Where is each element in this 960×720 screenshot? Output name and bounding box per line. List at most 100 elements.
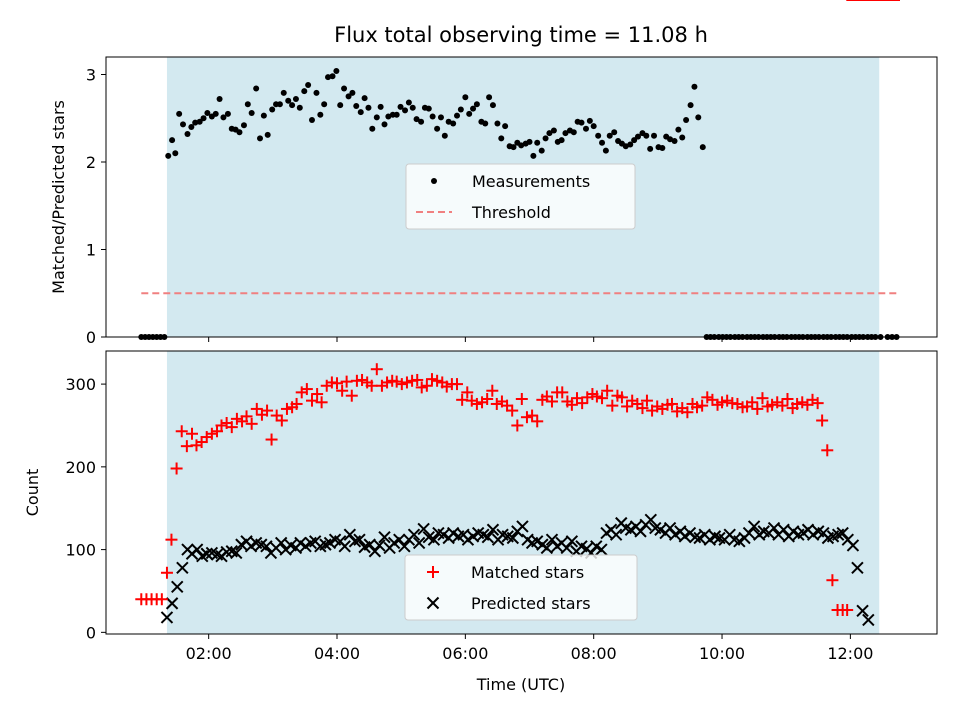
measurement-point	[301, 88, 308, 95]
counts-x-ticks: 02:00 04:00 06:00 08:00 10:00 12:00	[186, 634, 873, 663]
measurement-point	[337, 102, 344, 109]
ratio-x-ticks	[208, 337, 851, 342]
y-tick-label: 0	[86, 328, 96, 347]
measurement-point	[385, 113, 392, 120]
legend-box	[405, 163, 636, 230]
measurement-point	[236, 129, 243, 136]
matched-star-point	[185, 427, 198, 440]
matched-star-point	[766, 398, 779, 411]
predicted-star-point	[353, 533, 366, 546]
matched-star-point	[545, 395, 558, 408]
matched-star-point	[691, 401, 704, 414]
matched-star-point	[331, 377, 344, 390]
ratio-y-ticks: 0 1 2 3	[86, 66, 106, 347]
matched-star-point	[526, 409, 539, 422]
measurement-point	[647, 145, 654, 152]
counts-plot-frame	[105, 350, 938, 635]
measurement-point	[482, 120, 489, 127]
measurement-point	[546, 130, 553, 137]
matched-star-point	[506, 404, 519, 417]
measurement-point	[595, 132, 602, 139]
predicted-star-point	[171, 580, 184, 594]
measurement-point	[695, 114, 702, 121]
measurement-point	[240, 122, 247, 129]
predicted-star-point	[545, 533, 559, 546]
measurement-point	[489, 102, 496, 109]
measurement-point	[413, 116, 420, 123]
matched-star-point	[411, 373, 424, 386]
predicted-star-point	[373, 539, 386, 552]
matched-star-point	[240, 410, 253, 423]
predicted-star-point	[560, 541, 573, 555]
measurement-point	[361, 95, 368, 102]
measurement-point	[578, 119, 585, 126]
measurement-point	[308, 117, 315, 123]
matched-star-point	[816, 414, 829, 427]
predicted-star-point	[688, 530, 702, 544]
predicted-star-point	[260, 540, 273, 553]
measurement-point	[429, 113, 436, 120]
x-tick-label: 08:00	[571, 644, 617, 663]
predicted-star-point	[160, 611, 174, 624]
matched-star-point	[250, 402, 263, 415]
matched-star-point	[651, 400, 664, 413]
matched-star-point	[696, 399, 709, 412]
predicted-star-point	[836, 526, 849, 540]
predicted-star-point	[427, 533, 441, 546]
measurement-point	[369, 125, 376, 132]
measurement-point	[494, 120, 501, 127]
measurement-point	[276, 101, 283, 108]
matched-star-point	[275, 414, 288, 427]
legend-plus-symbol	[427, 566, 439, 578]
matched-star-point	[431, 374, 444, 387]
matched-star-point	[170, 462, 183, 475]
measurement-point	[418, 118, 425, 125]
measurement-point	[534, 139, 541, 146]
predicted-star-point	[417, 522, 430, 536]
measurement-point	[631, 137, 638, 144]
predicted-star-point	[851, 561, 864, 575]
matched-star-point	[490, 397, 503, 410]
measurement-point	[377, 103, 384, 110]
matched-star-point	[531, 415, 544, 428]
matched-star-point	[440, 380, 453, 393]
measurement-point	[687, 102, 694, 109]
matched-star-point	[160, 566, 173, 579]
matched-star-point	[796, 396, 809, 409]
measurement-point	[586, 117, 593, 124]
matched-star-point	[451, 378, 464, 391]
matched-star-point	[481, 392, 494, 405]
predicted-star-point	[407, 528, 421, 541]
y-tick-label: 200	[65, 458, 96, 477]
measurement-point	[667, 136, 674, 143]
measurement-point	[176, 110, 183, 117]
predicted-star-point	[862, 613, 875, 627]
counts-y-ticks: 0 100 200 300	[65, 375, 106, 642]
predicted-star-point	[595, 543, 608, 556]
y-tick-label: 1	[86, 241, 96, 260]
predicted-star-point	[565, 535, 579, 548]
measurement-point	[405, 99, 412, 106]
measurement-point	[188, 124, 195, 130]
matched-star-point	[370, 363, 383, 376]
measurement-point	[582, 125, 589, 132]
matched-star-point	[615, 391, 628, 404]
ratio-y-axis-label: Matched/Predicted stars	[49, 100, 68, 294]
matched-star-point	[340, 375, 353, 388]
measurement-point	[321, 101, 328, 108]
predicted-star-point	[393, 533, 406, 546]
measurement-point	[192, 119, 199, 126]
measurement-point	[393, 111, 400, 118]
matched-star-point	[290, 397, 303, 410]
predicted-star-point	[747, 520, 761, 533]
measurement-point	[542, 135, 549, 142]
measurement-point	[611, 129, 618, 136]
measurement-point	[550, 127, 557, 134]
measurement-point	[599, 139, 606, 146]
matched-star-point	[470, 397, 483, 410]
matched-star-point	[175, 425, 188, 438]
ratio-plot-frame	[105, 56, 938, 338]
measurement-point	[518, 142, 525, 149]
measurement-point	[502, 123, 509, 130]
matched-star-point	[400, 376, 413, 389]
